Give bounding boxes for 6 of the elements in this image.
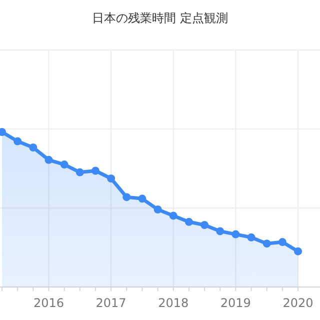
title: 日本の残業時間 定点観測 <box>92 11 228 25</box>
x-tick-label: 2017 <box>96 296 126 310</box>
x-tick-label: 2016 <box>33 296 64 310</box>
x-tick-label: 2019 <box>220 296 251 310</box>
x-tick-label: 2018 <box>158 296 189 310</box>
x-tick-label: 2020 <box>282 296 314 310</box>
